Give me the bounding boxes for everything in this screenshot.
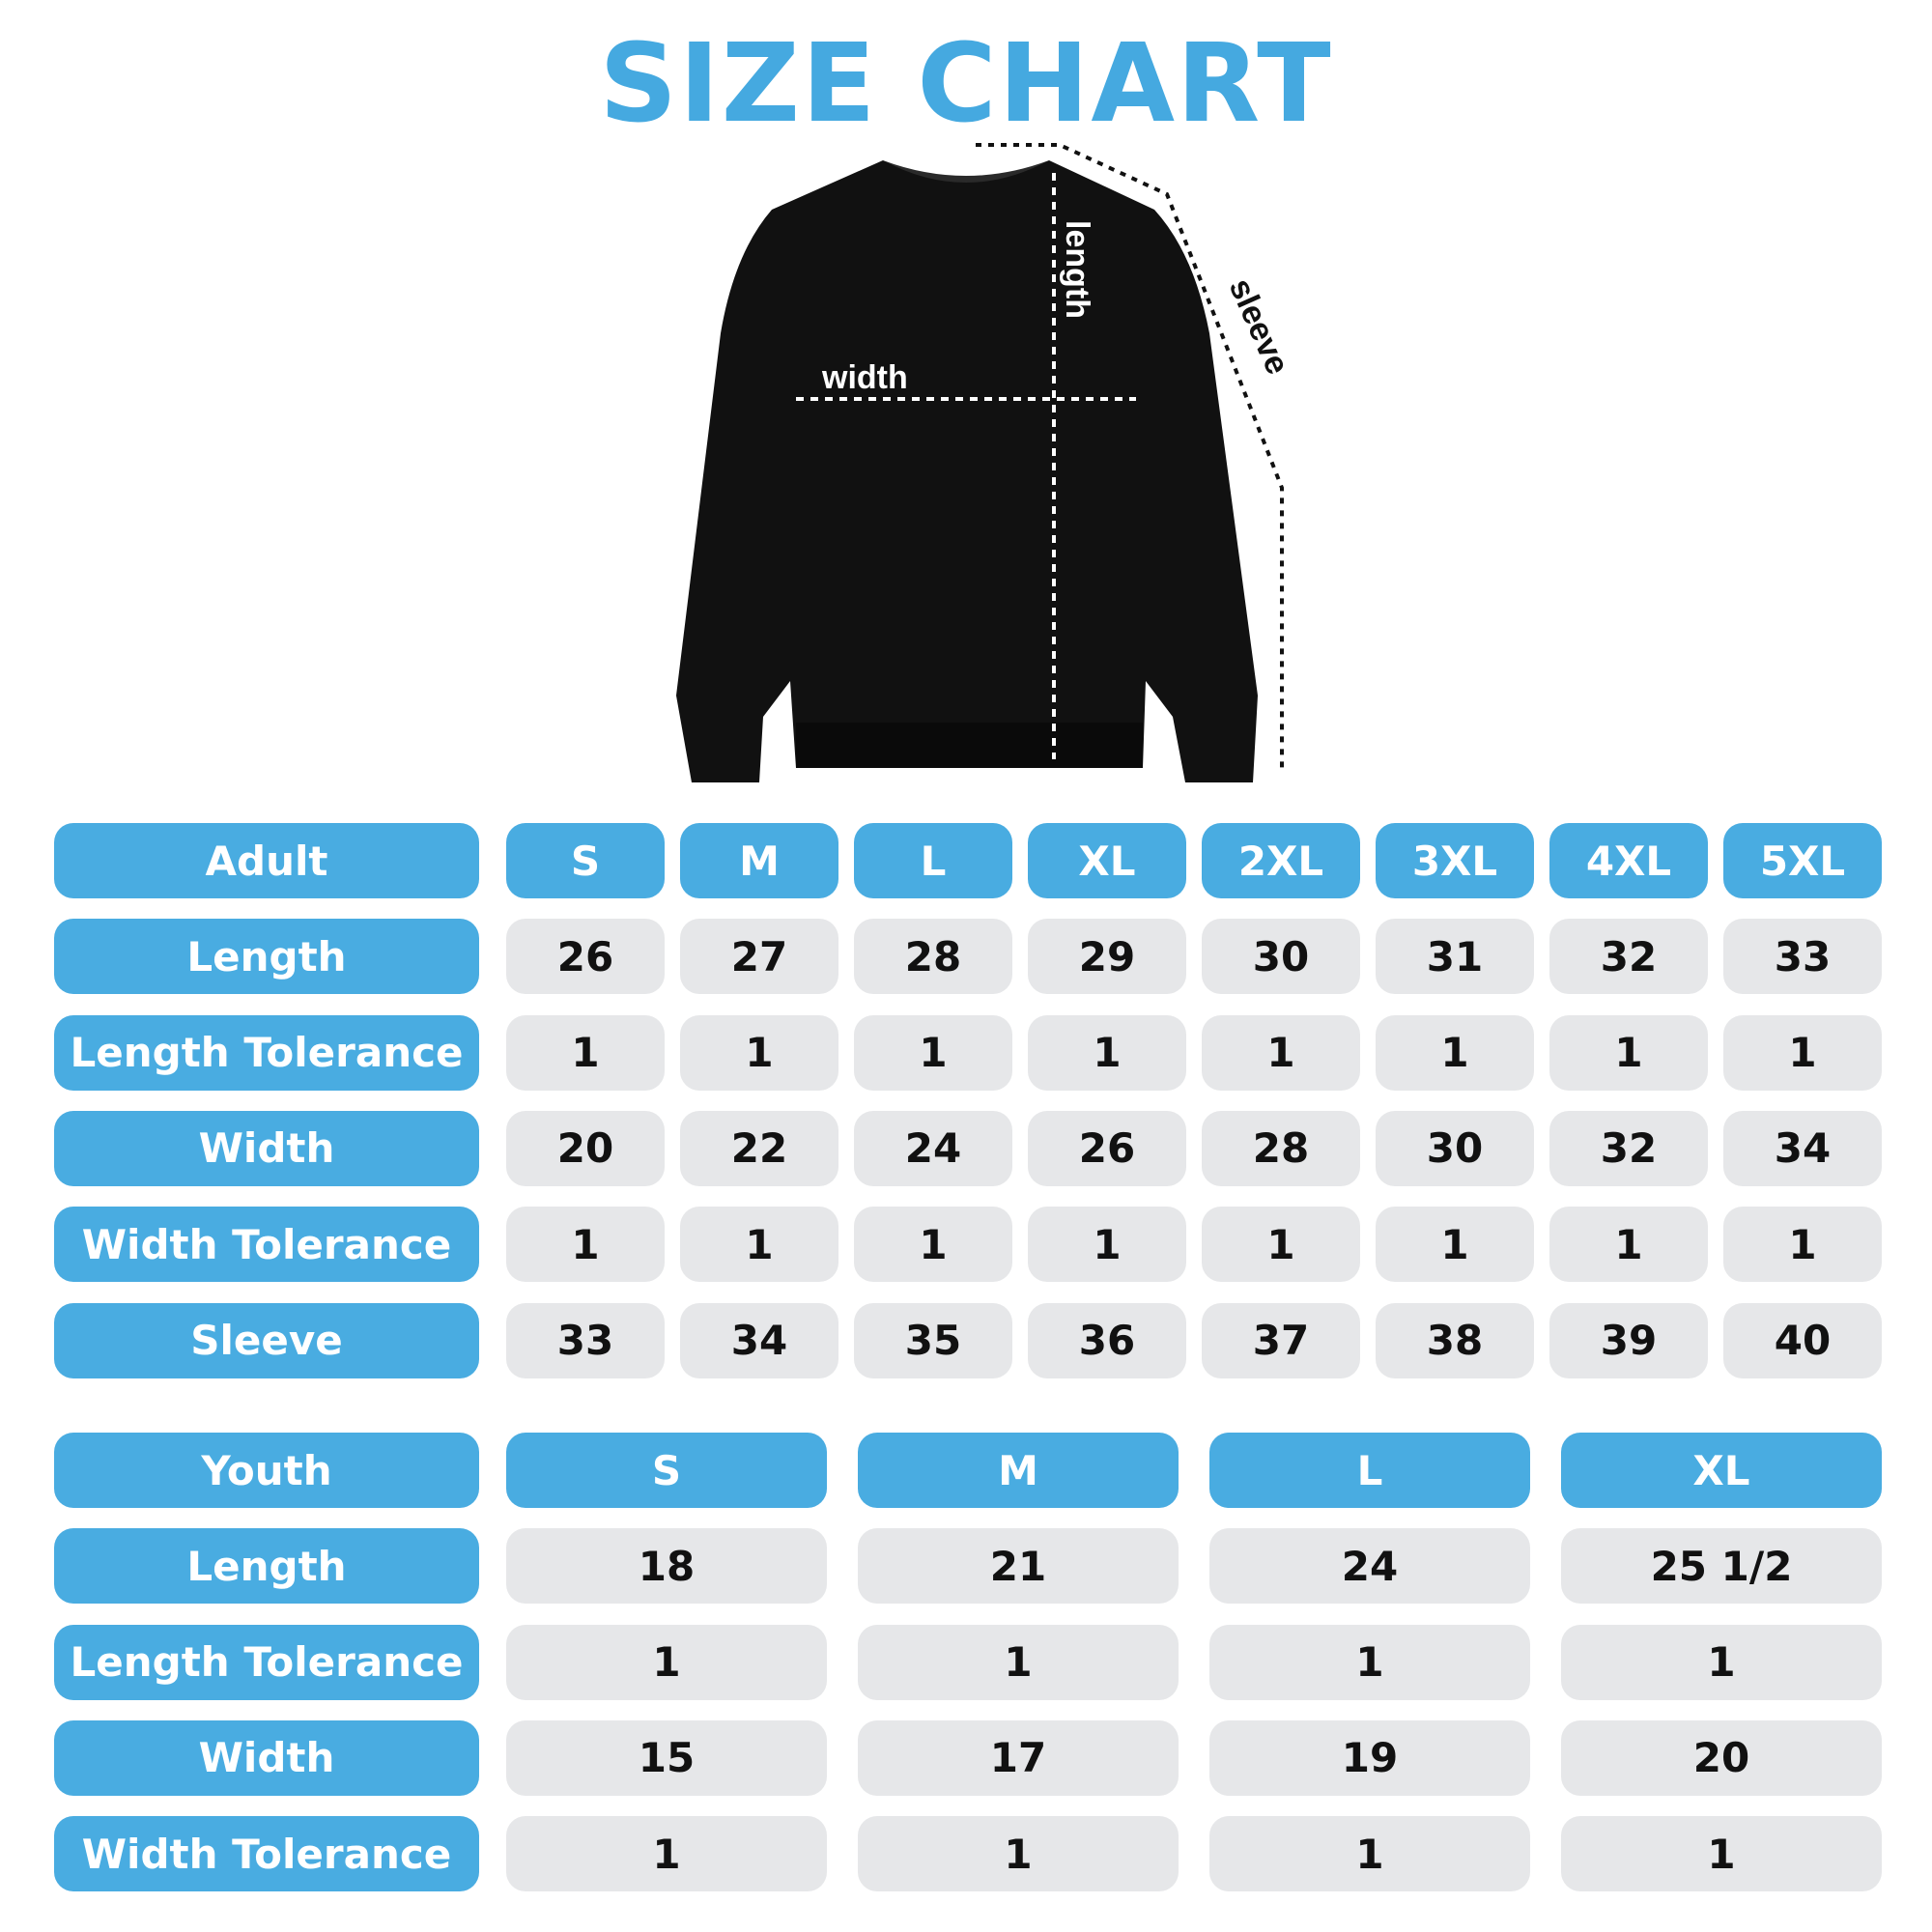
adult-table-cell: 1 bbox=[1028, 1207, 1186, 1283]
adult-table-cell: 37 bbox=[1202, 1302, 1360, 1378]
youth-table-cell: 18 bbox=[506, 1528, 827, 1605]
adult-table-cell: 35 bbox=[854, 1302, 1012, 1378]
adult-table-cell: 27 bbox=[680, 919, 838, 995]
sleeve-line bbox=[976, 143, 1284, 772]
adult-size-header: 5XL bbox=[1723, 823, 1882, 898]
youth-table-cell: 1 bbox=[1561, 1624, 1882, 1700]
adult-table-cell: 1 bbox=[1723, 1014, 1882, 1091]
page-title: SIZE CHART bbox=[599, 21, 1333, 147]
youth-table-cell: 1 bbox=[858, 1816, 1179, 1892]
adult-size-header: M bbox=[680, 823, 838, 898]
adult-table-cell: 32 bbox=[1549, 919, 1708, 995]
adult-table-cell: 1 bbox=[680, 1207, 838, 1283]
sweater-image bbox=[676, 160, 1258, 782]
adult-row-label: Sleeve bbox=[54, 1302, 479, 1378]
adult-table-cell: 1 bbox=[1202, 1014, 1360, 1091]
adult-size-header: L bbox=[854, 823, 1012, 898]
adult-size-header: 3XL bbox=[1376, 823, 1534, 898]
adult-table-cell: 1 bbox=[680, 1014, 838, 1091]
adult-table-cell: 32 bbox=[1549, 1110, 1708, 1186]
adult-table-cell: 26 bbox=[506, 919, 665, 995]
youth-table-cell: 1 bbox=[506, 1624, 827, 1700]
adult-table-cell: 33 bbox=[1723, 919, 1882, 995]
adult-row-label: Length bbox=[54, 919, 479, 995]
adult-size-header: S bbox=[506, 823, 665, 898]
adult-table-cell: 33 bbox=[506, 1302, 665, 1378]
adult-table-cell: 31 bbox=[1376, 919, 1534, 995]
youth-table-cell: 17 bbox=[858, 1719, 1179, 1796]
adult-table-cell: 34 bbox=[680, 1302, 838, 1378]
youth-row-label: Length bbox=[54, 1528, 479, 1605]
adult-table-cell: 1 bbox=[506, 1014, 665, 1091]
youth-table-cell: 1 bbox=[1561, 1816, 1882, 1892]
length-label: length bbox=[1059, 220, 1095, 319]
adult-size-header: XL bbox=[1028, 823, 1186, 898]
youth-table-cell: 24 bbox=[1209, 1528, 1530, 1605]
youth-table-cell: 1 bbox=[1209, 1816, 1530, 1892]
adult-table-cell: 38 bbox=[1376, 1302, 1534, 1378]
adult-row-label: Width Tolerance bbox=[54, 1207, 479, 1283]
adult-table-cell: 1 bbox=[1549, 1014, 1708, 1091]
youth-table-cell: 1 bbox=[1209, 1624, 1530, 1700]
adult-header-label: Adult bbox=[54, 823, 479, 898]
youth-size-header: M bbox=[858, 1433, 1179, 1508]
width-label: width bbox=[821, 359, 908, 396]
adult-table-cell: 1 bbox=[1202, 1207, 1360, 1283]
adult-table-cell: 1 bbox=[506, 1207, 665, 1283]
youth-table-cell: 1 bbox=[858, 1624, 1179, 1700]
youth-row-label: Width Tolerance bbox=[54, 1816, 479, 1892]
adult-table-cell: 28 bbox=[854, 919, 1012, 995]
adult-size-header: 4XL bbox=[1549, 823, 1708, 898]
youth-table-cell: 1 bbox=[506, 1816, 827, 1892]
adult-row-label: Width bbox=[54, 1110, 479, 1186]
adult-size-header: 2XL bbox=[1202, 823, 1360, 898]
adult-table-cell: 24 bbox=[854, 1110, 1012, 1186]
sweater-measurement-diagram: width length sleeve bbox=[676, 143, 1296, 782]
adult-table-cell: 1 bbox=[1723, 1207, 1882, 1283]
youth-row-label: Length Tolerance bbox=[54, 1624, 479, 1700]
sweater-collar bbox=[883, 160, 1049, 183]
adult-table-cell: 30 bbox=[1376, 1110, 1534, 1186]
adult-table-cell: 40 bbox=[1723, 1302, 1882, 1378]
adult-table-cell: 34 bbox=[1723, 1110, 1882, 1186]
adult-table-cell: 36 bbox=[1028, 1302, 1186, 1378]
adult-table-cell: 1 bbox=[1376, 1014, 1534, 1091]
adult-table-cell: 22 bbox=[680, 1110, 838, 1186]
adult-table-cell: 29 bbox=[1028, 919, 1186, 995]
youth-size-header: S bbox=[506, 1433, 827, 1508]
sleeve-label: sleeve bbox=[1222, 273, 1296, 380]
sweater-hem bbox=[796, 723, 1143, 768]
youth-row-label: Width bbox=[54, 1719, 479, 1796]
youth-table-cell: 19 bbox=[1209, 1719, 1530, 1796]
adult-table-cell: 39 bbox=[1549, 1302, 1708, 1378]
adult-table-cell: 1 bbox=[1028, 1014, 1186, 1091]
youth-table-cell: 20 bbox=[1561, 1719, 1882, 1796]
youth-header-label: Youth bbox=[54, 1433, 479, 1508]
adult-table-cell: 1 bbox=[1376, 1207, 1534, 1283]
youth-table-cell: 15 bbox=[506, 1719, 827, 1796]
adult-table-cell: 1 bbox=[854, 1207, 1012, 1283]
adult-table-cell: 20 bbox=[506, 1110, 665, 1186]
adult-table-cell: 1 bbox=[854, 1014, 1012, 1091]
youth-size-header: L bbox=[1209, 1433, 1530, 1508]
adult-row-label: Length Tolerance bbox=[54, 1014, 479, 1091]
adult-table-cell: 26 bbox=[1028, 1110, 1186, 1186]
youth-table-cell: 21 bbox=[858, 1528, 1179, 1605]
youth-table-cell: 25 1/2 bbox=[1561, 1528, 1882, 1605]
adult-table-cell: 28 bbox=[1202, 1110, 1360, 1186]
youth-size-header: XL bbox=[1561, 1433, 1882, 1508]
adult-table-cell: 1 bbox=[1549, 1207, 1708, 1283]
adult-table-cell: 30 bbox=[1202, 919, 1360, 995]
